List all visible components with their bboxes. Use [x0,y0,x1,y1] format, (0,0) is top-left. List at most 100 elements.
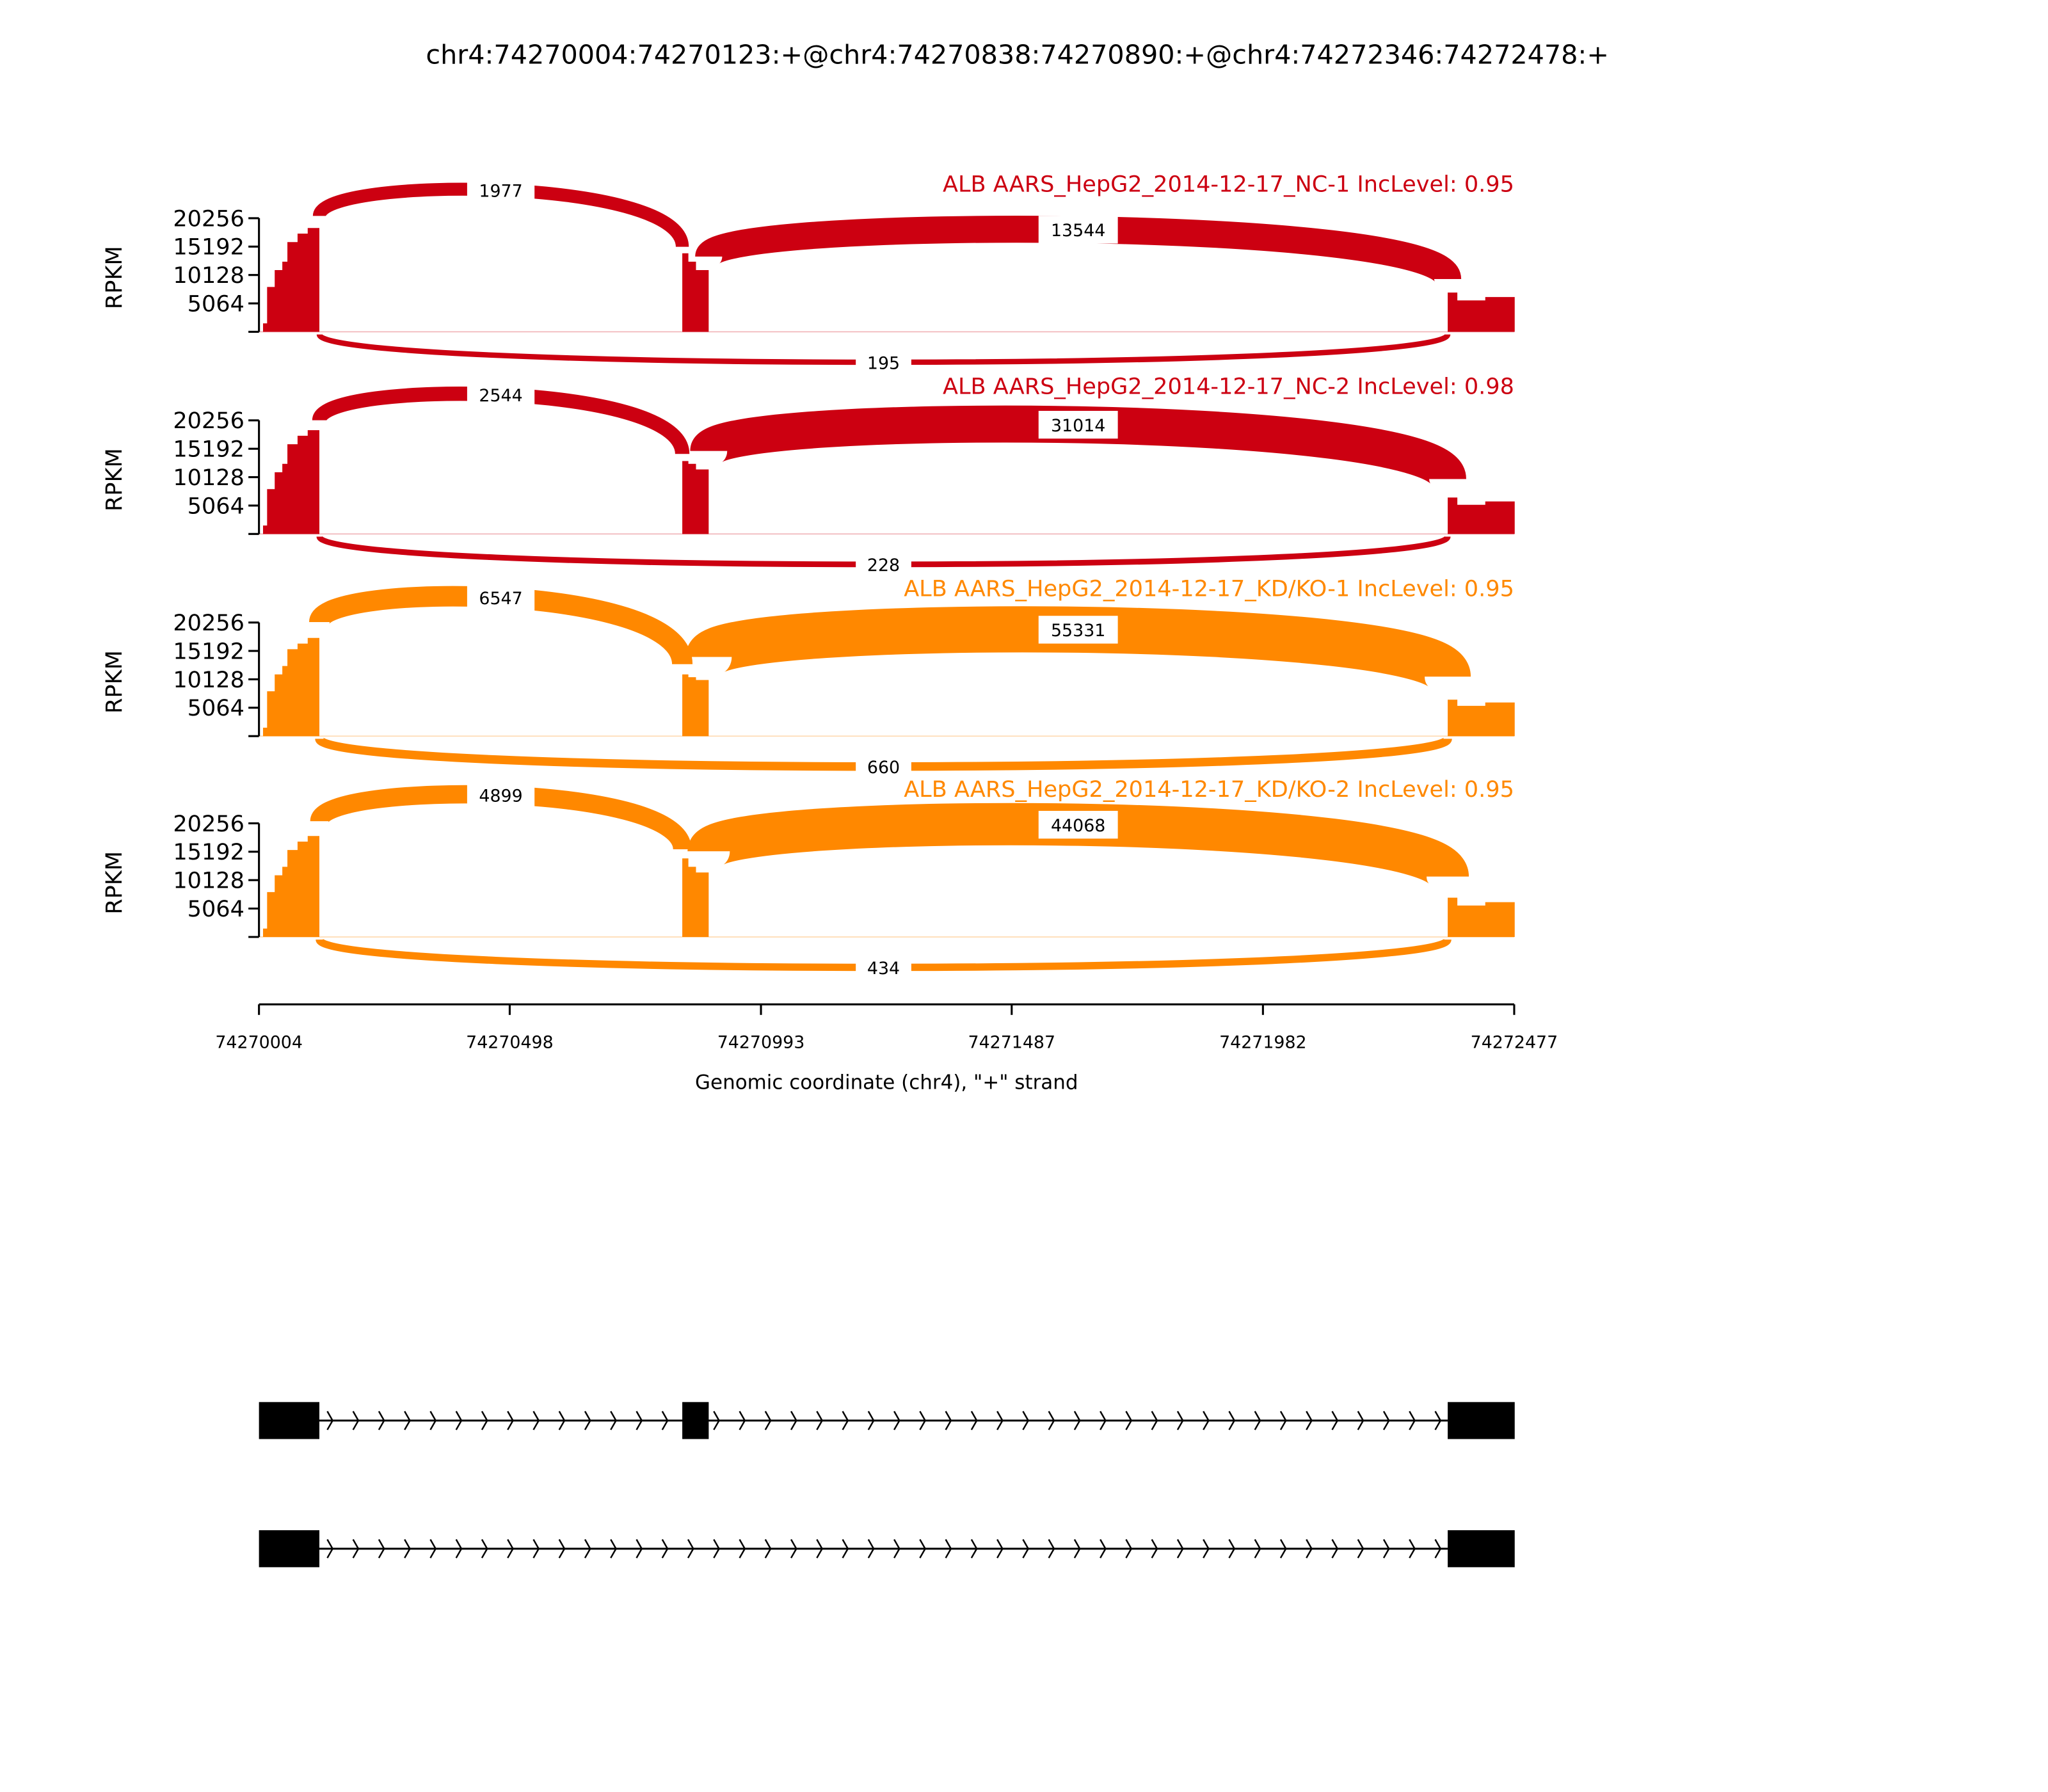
strand-arrow-icon [739,1539,746,1558]
strand-arrow-icon [867,1539,875,1558]
strand-arrow-icon [378,1411,385,1430]
strand-arrow-icon [1434,1411,1442,1430]
y-tick-label: 10128 [173,868,244,894]
sample-label: ALB AARS_HepG2_2014-12-17_NC-2 IncLevel:… [943,373,1514,399]
y-tick-label: 10128 [173,667,244,693]
strand-arrow-icon [661,1539,669,1558]
strand-arrow-icon [687,1539,694,1558]
strand-arrow-icon [1382,1539,1390,1558]
strand-arrow-icon [1073,1539,1081,1558]
y-tick-label: 20256 [173,205,244,232]
x-tick-label: 74270004 [215,1032,303,1052]
strand-arrow-icon [1151,1539,1158,1558]
strand-arrow-icon [404,1411,411,1430]
junction-count-box [1038,810,1118,839]
x-tick-label: 74270993 [717,1032,805,1052]
x-tick-label: 74272477 [1471,1032,1558,1052]
strand-arrow-icon [1125,1539,1133,1558]
strand-arrow-icon [429,1539,437,1558]
y-axis-label: RPKM [101,650,127,714]
coverage-area [682,253,709,332]
strand-arrow-icon [842,1411,849,1430]
strand-arrow-icon [816,1539,823,1558]
strand-arrow-icon [713,1539,720,1558]
y-tick-label: 20256 [173,408,244,434]
strand-arrow-icon [764,1539,772,1558]
y-tick-label: 5064 [188,896,244,922]
strand-arrow-icon [1306,1411,1313,1430]
exon-box [1448,1402,1515,1439]
strand-arrow-icon [1176,1411,1184,1430]
sample-label: ALB AARS_HepG2_2014-12-17_KD/KO-1 IncLev… [904,575,1514,602]
junction-count-box [1038,410,1118,439]
strand-arrow-icon [326,1539,334,1558]
junction-count: 660 [867,758,900,778]
strand-arrow-icon [919,1539,927,1558]
strand-arrow-icon [352,1539,360,1558]
strand-arrow-icon [1279,1411,1287,1430]
y-tick-label: 5064 [188,291,244,317]
y-tick-label: 15192 [173,839,244,865]
strand-arrow-icon [610,1411,617,1430]
junction-count-box [467,781,535,809]
strand-arrow-icon [610,1539,617,1558]
junction-count-box [856,550,911,579]
strand-arrow-icon [326,1411,334,1430]
junction-count: 1977 [479,181,522,201]
strand-arrow-icon [584,1411,591,1430]
coverage-area [682,461,709,534]
exon-box [259,1530,320,1567]
junction-count: 13544 [1051,221,1105,241]
y-tick-label: 5064 [188,695,244,721]
strand-arrow-icon [532,1411,540,1430]
strand-arrow-icon [1100,1539,1107,1558]
coverage-area [259,222,320,332]
y-tick-label: 15192 [173,436,244,463]
strand-arrow-icon [1331,1411,1339,1430]
y-tick-label: 10128 [173,262,244,289]
junction-count: 228 [867,556,900,575]
strand-arrow-icon [558,1539,566,1558]
junction-count: 434 [867,959,900,979]
coverage-area [682,858,709,937]
junction-count-box [467,381,535,409]
strand-arrow-icon [1203,1411,1210,1430]
strand-arrow-icon [661,1411,669,1430]
junction-count: 6547 [479,589,522,609]
strand-arrow-icon [1409,1411,1416,1430]
strand-arrow-icon [352,1411,360,1430]
strand-arrow-icon [842,1539,849,1558]
y-axis-label: RPKM [101,851,127,915]
chart-title: chr4:74270004:74270123:+@chr4:74270838:7… [426,39,1609,70]
strand-arrow-icon [996,1539,1004,1558]
y-tick-label: 5064 [188,493,244,519]
strand-arrow-icon [636,1539,643,1558]
strand-arrow-icon [1409,1539,1416,1558]
x-axis-label: Genomic coordinate (chr4), "+" strand [695,1071,1078,1094]
y-tick-label: 10128 [173,465,244,491]
x-tick-label: 74271487 [968,1032,1056,1052]
coverage-area [682,674,709,737]
strand-arrow-icon [1434,1539,1442,1558]
coverage-area [259,632,320,737]
strand-arrow-icon [970,1411,978,1430]
strand-arrow-icon [1073,1411,1081,1430]
strand-arrow-icon [1279,1539,1287,1558]
strand-arrow-icon [1048,1411,1055,1430]
strand-arrow-icon [507,1411,514,1430]
strand-arrow-icon [429,1411,437,1430]
junction-count-box [1038,616,1118,644]
strand-arrow-icon [713,1411,720,1430]
strand-arrow-icon [790,1539,797,1558]
strand-arrow-icon [481,1539,488,1558]
y-axis-label: RPKM [101,246,127,309]
junction-count-box [856,753,911,781]
gene-model [259,1402,1515,1567]
x-tick-label: 74270498 [466,1032,554,1052]
strand-arrow-icon [1306,1539,1313,1558]
strand-arrow-icon [919,1411,927,1430]
